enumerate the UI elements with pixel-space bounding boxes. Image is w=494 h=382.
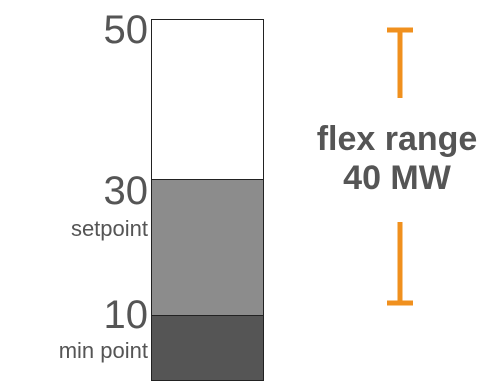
capacity-bar [151, 19, 264, 381]
flex-range-value: 40 MW [343, 159, 451, 198]
bar-segment-upper [152, 20, 263, 179]
scale-label-min-point: min point [58, 338, 148, 363]
scale-label-setpoint-value: 30 [103, 169, 149, 213]
flex-range-title: flex range [316, 120, 478, 158]
bar-segment-min [152, 315, 263, 380]
flex-range-label: flex range 40 MW [300, 120, 494, 198]
scale-label-max: 50 [103, 8, 149, 52]
scale-label-min-value: 10 [103, 293, 149, 337]
scale-label-setpoint: setpoint [70, 216, 148, 241]
bar-segment-setpoint [152, 179, 263, 315]
